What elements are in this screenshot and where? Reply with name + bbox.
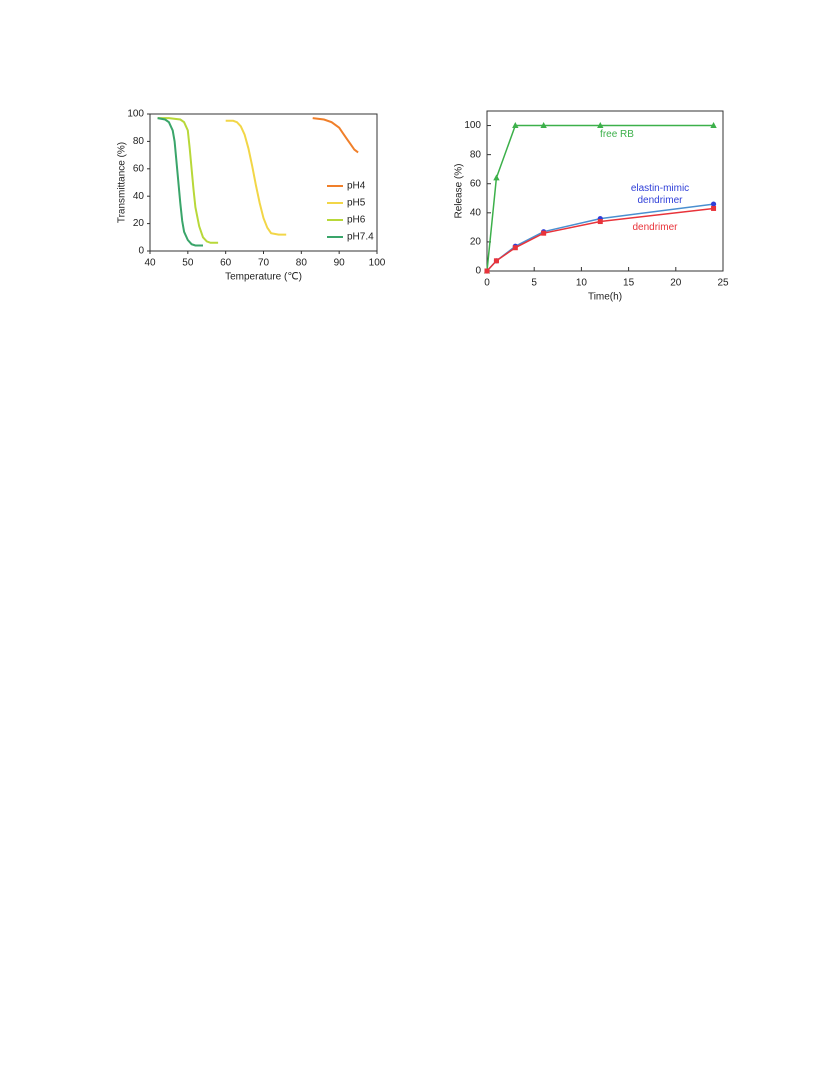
y-tick-label: 60 (133, 163, 145, 174)
series-label: dendrimer (632, 222, 678, 233)
plot-frame (486, 110, 724, 272)
marker (597, 122, 604, 129)
x-tick-label: 0 (484, 278, 490, 289)
x-tick-label: 10 (576, 278, 588, 289)
y-tick-label: 20 (470, 237, 482, 248)
y-tick-label: 80 (133, 136, 145, 147)
legend-label: pH6 (347, 215, 366, 226)
x-tick-label: 60 (220, 258, 232, 269)
series-label: free RB (600, 129, 634, 140)
legend-label: pH4 (347, 181, 366, 192)
series-annotation: dendrimer (632, 222, 678, 233)
y-tick-label: 100 (464, 120, 481, 131)
marker (493, 258, 499, 264)
y-tick-label: 20 (133, 218, 145, 229)
x-tick-label: 25 (717, 278, 729, 289)
marker (493, 174, 500, 181)
x-tick-label: 40 (144, 258, 156, 269)
x-tick-label: 15 (623, 278, 635, 289)
series-line (312, 117, 359, 154)
y-axis-label: Release (%) (454, 163, 465, 218)
x-tick-label: 70 (258, 258, 270, 269)
marker (710, 201, 717, 207)
x-tick-label: 50 (182, 258, 194, 269)
x-tick-label: 20 (670, 278, 682, 289)
marker (541, 230, 547, 236)
y-tick-label: 80 (470, 149, 482, 160)
x-tick-label: 80 (296, 258, 308, 269)
marker (711, 205, 717, 211)
series-annotation: elastin-mimic dendrimer (630, 183, 690, 206)
series-line (157, 117, 203, 247)
x-tick-label: 100 (369, 258, 386, 269)
x-tick-label: 90 (334, 258, 346, 269)
x-axis-label: Time(h) (588, 292, 622, 303)
series-line (486, 124, 714, 272)
series-annotation: free RB (600, 129, 634, 140)
marker (512, 122, 519, 129)
y-tick-label: 100 (127, 109, 144, 120)
marker (540, 122, 547, 129)
y-tick-label: 40 (133, 191, 145, 202)
y-tick-label: 40 (470, 207, 482, 218)
marker (512, 245, 518, 251)
series-label: elastin-mimic dendrimer (630, 183, 690, 206)
x-tick-label: 5 (531, 278, 537, 289)
marker (484, 268, 490, 274)
y-tick-label: 0 (475, 266, 481, 277)
series-line (225, 119, 287, 236)
y-axis-label: Transmittance (%) (117, 142, 128, 223)
marker (597, 219, 603, 225)
y-tick-label: 60 (470, 178, 482, 189)
marker (710, 122, 717, 129)
y-tick-label: 0 (138, 246, 144, 257)
legend-label: pH5 (347, 198, 366, 209)
series-line (157, 117, 219, 244)
x-axis-label: Temperature (℃) (225, 272, 302, 283)
legend-label: pH7.4 (347, 232, 374, 243)
